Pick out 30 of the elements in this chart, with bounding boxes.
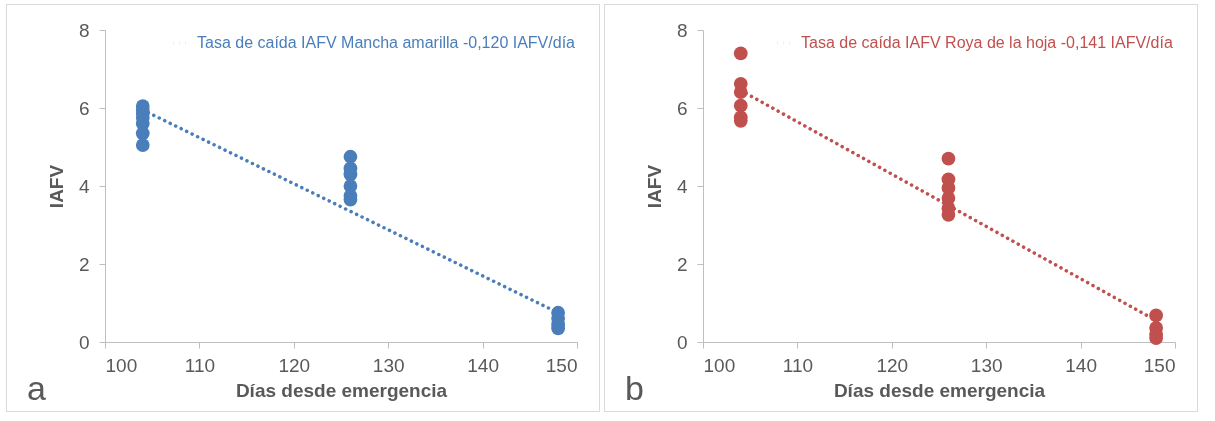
x-tick-label: 150 <box>545 354 578 376</box>
y-axis-title: IAFV <box>643 164 665 209</box>
x-axis-title: Días desde emergencia <box>235 379 448 401</box>
y-tick-label: 6 <box>78 97 90 119</box>
x-axis-title: Días desde emergencia <box>833 379 1046 401</box>
y-tick-label: 4 <box>78 175 90 197</box>
x-tick-label: 130 <box>372 354 405 376</box>
x-tick-label: 110 <box>184 354 216 376</box>
y-axis-title: IAFV <box>45 164 67 209</box>
x-tick-label: 120 <box>876 354 909 376</box>
x-tick-label: 130 <box>970 354 1003 376</box>
y-tick-label: 0 <box>676 331 688 353</box>
text: a <box>27 369 46 407</box>
x-tick-label: 140 <box>1065 354 1097 376</box>
x-tick-label: 140 <box>467 354 499 376</box>
x-tick-label: 100 <box>703 354 736 376</box>
y-tick-label: 8 <box>676 19 688 41</box>
x-tick-label: 120 <box>278 354 311 376</box>
y-tick-label: 2 <box>78 253 90 275</box>
text: b <box>625 369 644 407</box>
y-tick-label: 2 <box>676 253 688 275</box>
y-tick-label: 8 <box>78 19 90 41</box>
y-tick-label: 0 <box>78 331 90 353</box>
x-tick-label: 100 <box>105 354 138 376</box>
legend-label: Tasa de caída IAFV Roya de la hoja -0,141 IAFV/día <box>801 34 1173 51</box>
x-tick-label: 110 <box>782 354 814 376</box>
x-tick-label: 150 <box>1143 354 1176 376</box>
legend-label: Tasa de caída IAFV Mancha amarilla -0,120 IAFV/día <box>197 34 576 51</box>
y-tick-label: 4 <box>676 175 688 197</box>
y-tick-label: 6 <box>676 97 688 119</box>
